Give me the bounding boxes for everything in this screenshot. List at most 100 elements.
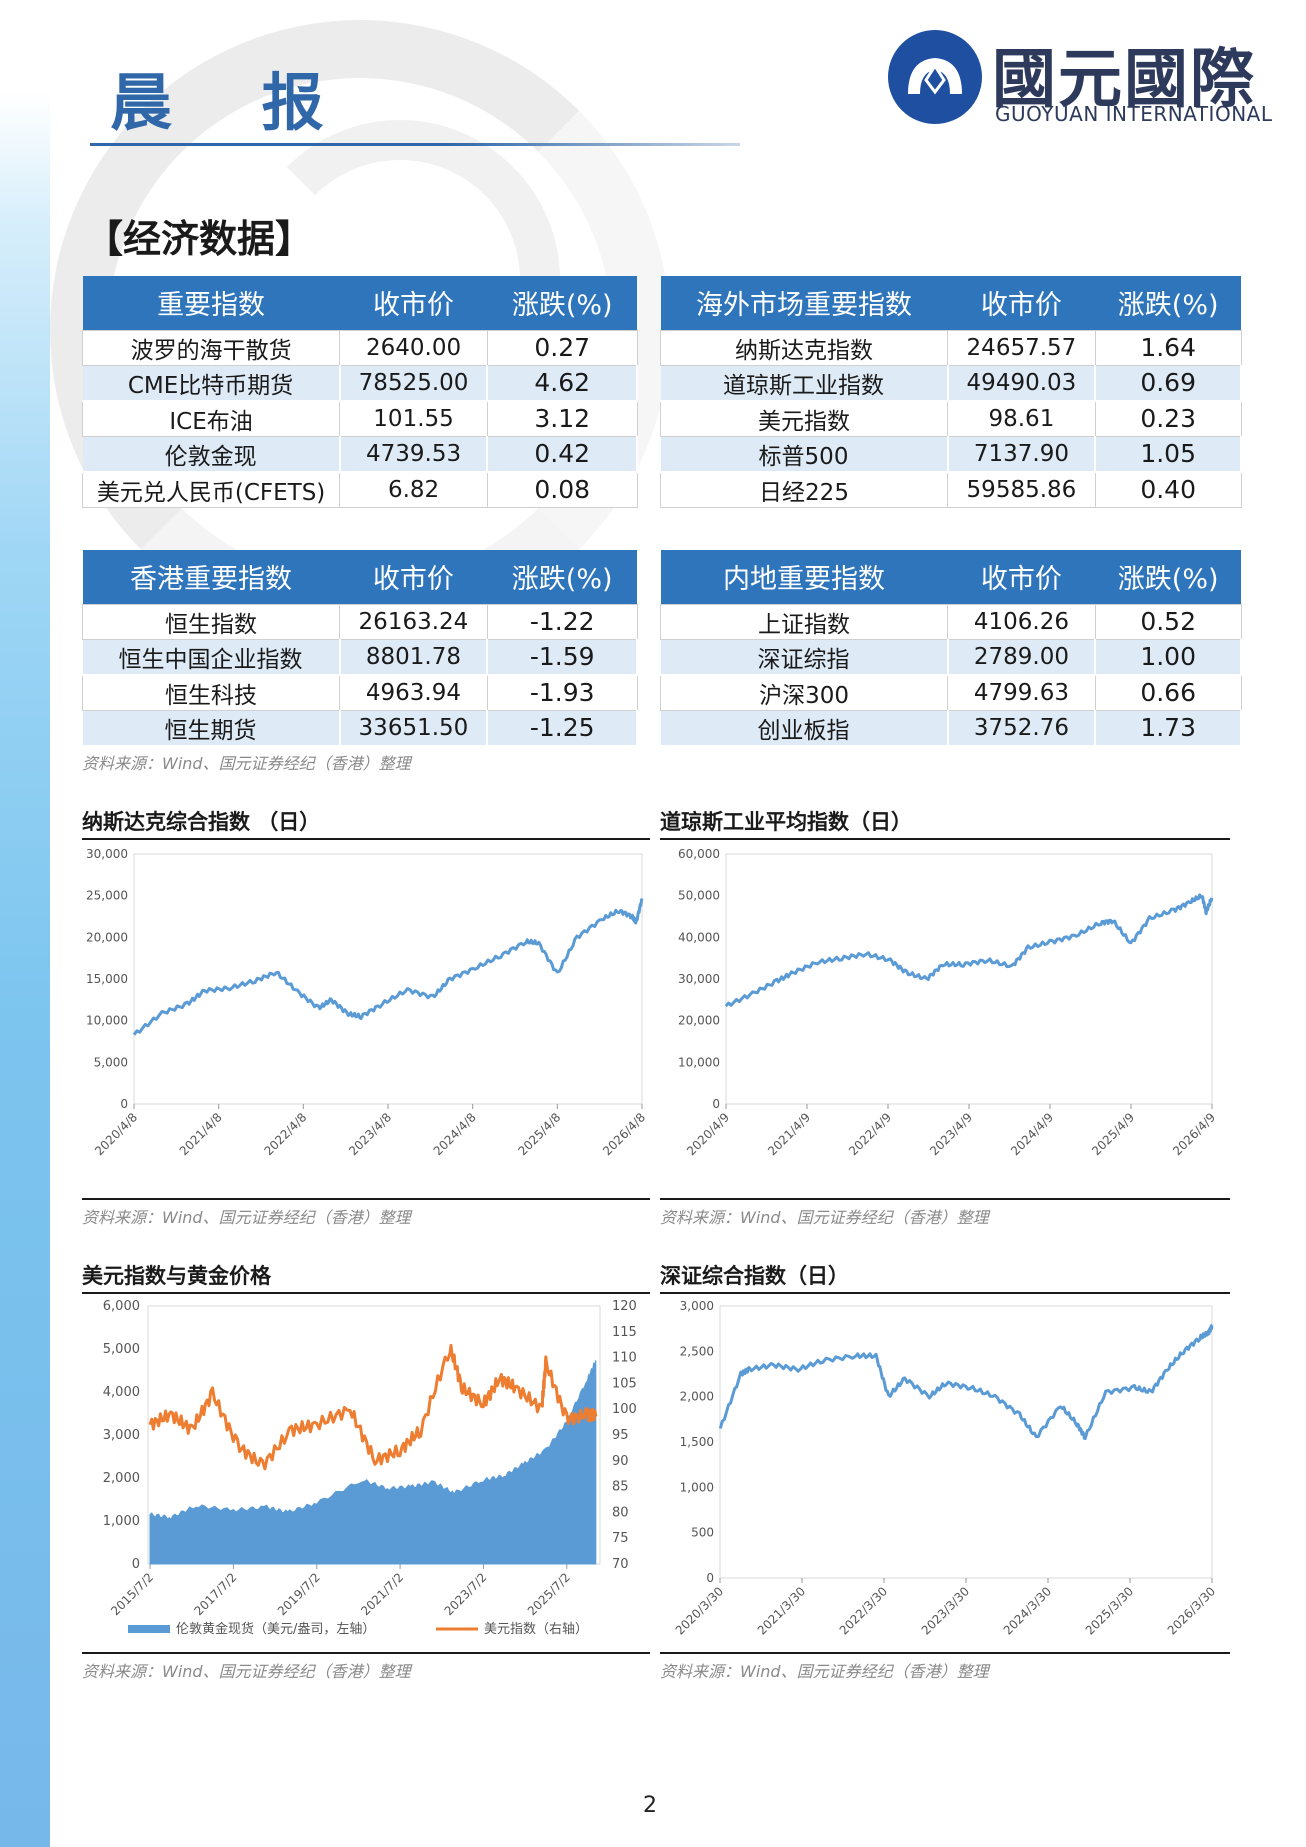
chart-bottom-rule bbox=[660, 1198, 1230, 1200]
x-tick-label: 2026/3/30 bbox=[1165, 1584, 1218, 1637]
x-tick-label: 2022/3/30 bbox=[837, 1584, 890, 1637]
change-pct: -1.22 bbox=[486, 603, 638, 640]
y-left-tick-label: 2,000 bbox=[103, 1471, 140, 1486]
table-header-cell: 收市价 bbox=[947, 550, 1096, 604]
index-name: 日经225 bbox=[660, 471, 948, 508]
change-pct: 0.27 bbox=[486, 329, 638, 366]
usd-index-line bbox=[148, 1343, 598, 1471]
table-row: ICE布油 101.55 3.12 bbox=[81, 400, 638, 437]
x-tick-label: 2019/7/2 bbox=[275, 1570, 323, 1618]
close-price: 101.55 bbox=[339, 400, 488, 437]
plot-area-frame bbox=[133, 853, 643, 1105]
usd-gold-combo-chart: 0 1,000 2,000 3,000 4,000 5,000 6,000 70 75 80 85 9… bbox=[103, 1299, 637, 1637]
table-row: 纳斯达克指数 24657.57 1.64 bbox=[660, 329, 1242, 366]
gold-price-area bbox=[149, 1360, 597, 1565]
close-price: 2640.00 bbox=[339, 329, 488, 366]
chart-bottom-rule bbox=[82, 1652, 650, 1654]
close-price: 98.61 bbox=[947, 400, 1096, 437]
close-price: 49490.03 bbox=[947, 365, 1097, 402]
x-tick-label: 2023/7/2 bbox=[442, 1570, 490, 1618]
change-pct: 1.05 bbox=[1095, 436, 1242, 473]
table-header-cell: 涨跌(%) bbox=[1095, 276, 1241, 330]
y-right-tick-label: 90 bbox=[612, 1454, 629, 1469]
y-tick-label: 5,000 bbox=[94, 1055, 128, 1069]
side-gradient-bar bbox=[0, 0, 50, 1847]
change-pct: 0.08 bbox=[486, 471, 638, 508]
x-tick-label: 2026/4/9 bbox=[1170, 1110, 1218, 1158]
close-price: 24657.57 bbox=[947, 329, 1096, 366]
chart-bottom-rule bbox=[660, 1652, 1230, 1654]
dow-line-chart: 0 10,000 20,000 30,000 40,000 50,000 60,000 202… bbox=[678, 847, 1218, 1158]
index-name: 深证综指 bbox=[660, 639, 949, 676]
y-tick-label: 1,000 bbox=[680, 1480, 714, 1494]
index-name: CME比特币期货 bbox=[82, 365, 341, 402]
y-left-tick-label: 3,000 bbox=[103, 1428, 140, 1443]
table-row: CME比特币期货 78525.00 4.62 bbox=[82, 365, 638, 402]
table-row: 恒生科技 4963.94 -1.93 bbox=[82, 674, 638, 711]
logo-chinese-text: 國元國際 bbox=[992, 43, 1256, 117]
change-pct: 0.40 bbox=[1094, 471, 1242, 508]
change-pct: 1.73 bbox=[1095, 710, 1242, 747]
index-name: 道琼斯工业指数 bbox=[660, 365, 949, 402]
x-tick-label: 2017/7/2 bbox=[192, 1570, 240, 1618]
change-pct: 0.66 bbox=[1094, 674, 1242, 711]
x-tick-label: 2025/7/2 bbox=[525, 1570, 573, 1618]
y-right-tick-label: 85 bbox=[612, 1480, 629, 1495]
x-tick-label: 2023/4/8 bbox=[346, 1110, 394, 1158]
close-price: 6.82 bbox=[339, 471, 488, 508]
x-tick-label: 2021/4/9 bbox=[765, 1110, 813, 1158]
y-right-tick-label: 110 bbox=[612, 1351, 637, 1366]
index-name: 波罗的海干散货 bbox=[81, 329, 341, 366]
key-indices-table: 重要指数 收市价 涨跌(%) 波罗的海干散货 2640.00 0.27 CME比特币… bbox=[81, 276, 638, 508]
source-note: 资料来源：Wind、国元证券经纪（香港）整理 bbox=[82, 754, 411, 773]
x-tick-label: 2022/4/8 bbox=[261, 1110, 309, 1158]
title-underline bbox=[90, 143, 740, 146]
table-header-cell: 收市价 bbox=[339, 550, 488, 604]
hk-indices-table: 香港重要指数 收市价 涨跌(%) 恒生指数 26163.24 -1.22 恒生中国企… bbox=[82, 550, 638, 747]
y-tick-label: 20,000 bbox=[86, 930, 128, 944]
index-name: 美元兑人民币(CFETS) bbox=[81, 471, 341, 508]
y-left-tick-label: 0 bbox=[132, 1557, 140, 1572]
close-price: 4739.53 bbox=[339, 436, 489, 473]
source-note: 资料来源：Wind、国元证券经纪（香港）整理 bbox=[82, 1208, 411, 1227]
y-left-tick-label: 6,000 bbox=[103, 1299, 140, 1314]
y-tick-label: 0 bbox=[120, 1097, 128, 1111]
y-right-tick-label: 75 bbox=[612, 1531, 629, 1546]
chart-top-rule bbox=[660, 1292, 1230, 1294]
y-tick-label: 25,000 bbox=[86, 889, 128, 903]
close-price: 59585.86 bbox=[947, 471, 1096, 508]
logo-mark-icon bbox=[908, 58, 962, 95]
x-tick-label: 2020/3/30 bbox=[673, 1584, 726, 1637]
y-tick-label: 60,000 bbox=[678, 847, 720, 861]
change-pct: 1.64 bbox=[1094, 329, 1242, 366]
source-note: 资料来源：Wind、国元证券经纪（香港）整理 bbox=[660, 1208, 989, 1227]
close-price: 4963.94 bbox=[339, 674, 488, 711]
close-price: 3752.76 bbox=[947, 710, 1097, 747]
close-price: 4106.26 bbox=[947, 603, 1096, 640]
table-header-cell: 内地重要指数 bbox=[660, 550, 948, 604]
close-price: 78525.00 bbox=[339, 365, 489, 402]
change-pct: 0.69 bbox=[1095, 365, 1242, 402]
y-tick-label: 0 bbox=[712, 1097, 720, 1111]
table-header-cell: 涨跌(%) bbox=[487, 276, 637, 330]
chart-bottom-rule bbox=[82, 1198, 650, 1200]
company-logo-icon bbox=[888, 30, 982, 124]
section-title: 【经济数据】 bbox=[85, 217, 314, 261]
table-header-row: 重要指数 收市价 涨跌(%) bbox=[82, 276, 637, 330]
index-name: 伦敦金现 bbox=[82, 436, 341, 473]
legend-label: 美元指数（右轴） bbox=[484, 1622, 588, 1637]
y-tick-label: 30,000 bbox=[678, 972, 720, 986]
y-left-tick-label: 5,000 bbox=[103, 1342, 140, 1357]
table-header-cell: 涨跌(%) bbox=[487, 550, 637, 604]
y-tick-label: 2,000 bbox=[680, 1390, 714, 1404]
y-left-tick-label: 4,000 bbox=[103, 1385, 140, 1400]
table-header-cell: 涨跌(%) bbox=[1095, 550, 1241, 604]
index-name: 恒生中国企业指数 bbox=[82, 639, 341, 676]
index-name: 上证指数 bbox=[659, 603, 949, 640]
plot-area-frame bbox=[719, 1305, 1213, 1579]
index-name: 恒生期货 bbox=[82, 710, 341, 747]
chart-title-usd-gold: 美元指数与黄金价格 bbox=[82, 1264, 271, 1288]
table-header-cell: 收市价 bbox=[339, 276, 488, 330]
index-name: 恒生科技 bbox=[82, 674, 340, 711]
close-price: 33651.50 bbox=[339, 710, 489, 747]
